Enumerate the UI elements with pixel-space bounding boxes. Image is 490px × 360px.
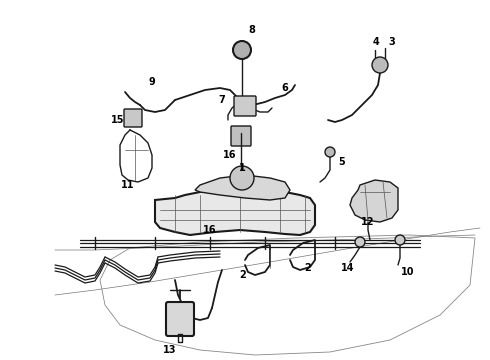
Circle shape [355, 237, 365, 247]
Text: 16: 16 [203, 225, 217, 235]
Text: 7: 7 [219, 95, 225, 105]
Polygon shape [155, 188, 315, 235]
Text: 2: 2 [240, 270, 246, 280]
FancyBboxPatch shape [166, 302, 194, 336]
Circle shape [372, 57, 388, 73]
Polygon shape [195, 175, 290, 200]
Text: 9: 9 [148, 77, 155, 87]
Text: 4: 4 [372, 37, 379, 47]
Text: 2: 2 [305, 263, 311, 273]
Circle shape [230, 166, 254, 190]
Circle shape [325, 147, 335, 157]
Text: 8: 8 [248, 25, 255, 35]
Text: 14: 14 [341, 263, 355, 273]
Text: 5: 5 [339, 157, 345, 167]
FancyBboxPatch shape [234, 96, 256, 116]
Text: 6: 6 [282, 83, 289, 93]
Text: 13: 13 [163, 345, 177, 355]
Circle shape [395, 235, 405, 245]
Text: 3: 3 [389, 37, 395, 47]
Text: 15: 15 [111, 115, 125, 125]
FancyBboxPatch shape [231, 126, 251, 146]
Text: 11: 11 [121, 180, 135, 190]
FancyBboxPatch shape [124, 109, 142, 127]
Text: 12: 12 [361, 217, 375, 227]
Text: 1: 1 [239, 163, 245, 173]
Text: 10: 10 [401, 267, 415, 277]
Polygon shape [350, 180, 398, 222]
Circle shape [233, 41, 251, 59]
Text: 16: 16 [223, 150, 237, 160]
